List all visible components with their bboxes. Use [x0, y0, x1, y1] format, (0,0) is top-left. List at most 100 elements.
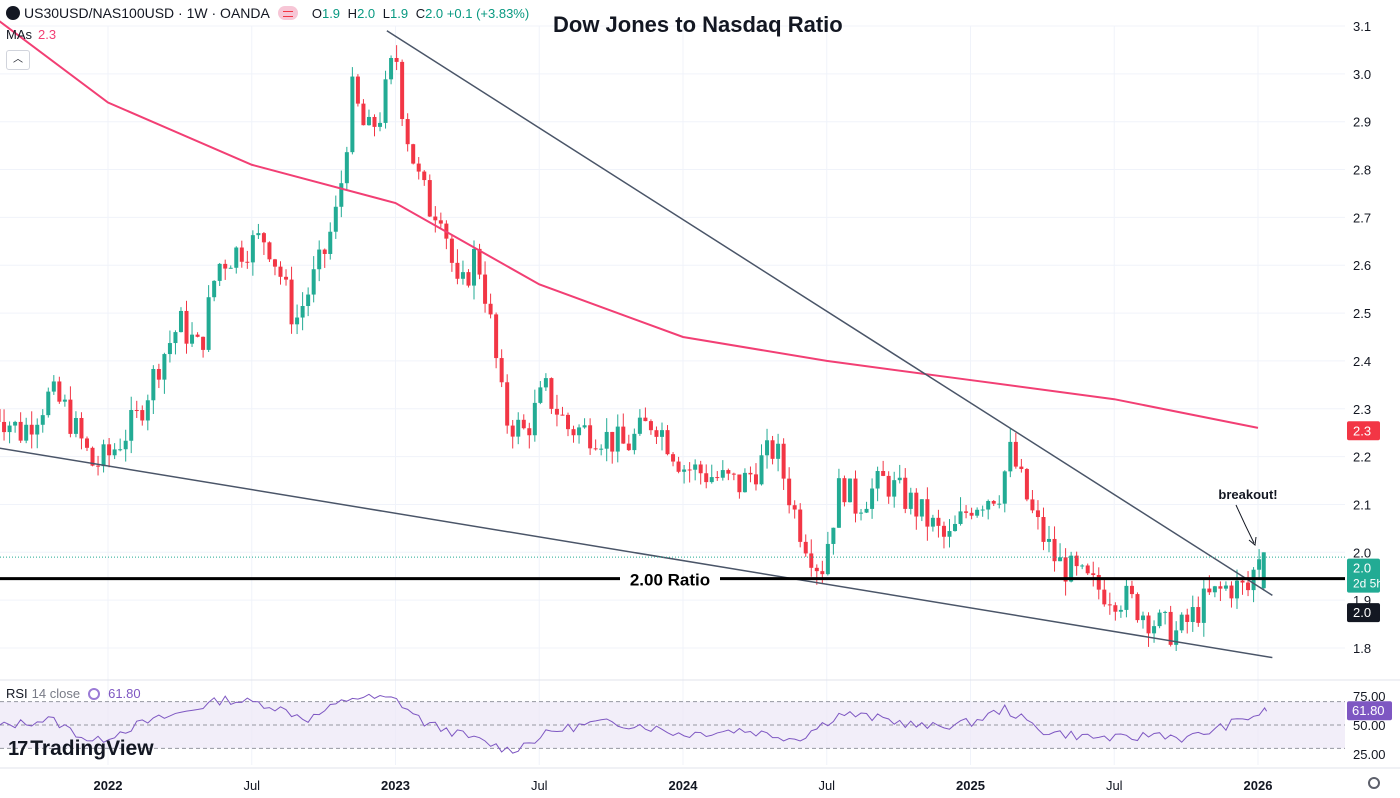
candle-body — [770, 440, 775, 459]
price-tick-label: 3.0 — [1353, 67, 1371, 82]
candle-body — [344, 152, 349, 184]
price-axis-label: 2.0 — [1353, 605, 1371, 620]
rsi-tick-label: 50.00 — [1353, 718, 1386, 733]
candle-body — [1141, 615, 1145, 621]
candle-body — [1190, 607, 1195, 622]
candle-body — [378, 122, 383, 127]
candle-body — [1129, 585, 1134, 595]
candle-body — [438, 220, 443, 224]
candle-body — [1024, 469, 1029, 500]
candle-body — [798, 509, 803, 542]
symbol-name[interactable]: US30USD/NAS100USD · 1W · OANDA — [24, 5, 270, 21]
candle-body — [621, 426, 626, 444]
breakout-arrow — [1235, 504, 1255, 544]
candle-body — [864, 508, 869, 513]
candle-body — [245, 261, 250, 263]
candle-body — [936, 517, 941, 526]
rsi-axis-label: 61.80 — [1352, 703, 1385, 718]
price-tick-label: 2.0 — [1353, 545, 1371, 560]
rsi-line — [0, 693, 1268, 754]
candle-body — [173, 332, 178, 344]
candle-body — [361, 103, 366, 126]
candle-body — [1212, 586, 1217, 593]
candle-body — [433, 216, 438, 221]
candle-body — [671, 454, 676, 462]
candle-body — [588, 425, 593, 449]
candle-body — [903, 477, 908, 509]
candle-body — [593, 448, 598, 450]
grid — [0, 25, 1400, 769]
candle-body — [350, 76, 355, 153]
price-tick-label: 2.3 — [1353, 402, 1371, 417]
candle-body — [51, 381, 56, 392]
candle-body — [212, 280, 217, 298]
candle-body — [1002, 471, 1007, 504]
candle-body — [234, 247, 239, 268]
candle-body — [1019, 466, 1024, 470]
candle-body — [1168, 611, 1173, 645]
candle-body — [1207, 588, 1212, 593]
candle-body — [460, 272, 465, 279]
candle-body — [1008, 441, 1013, 472]
candle-body — [13, 421, 18, 426]
candle-body — [1218, 586, 1223, 589]
rsi-settings-icon[interactable] — [88, 687, 101, 700]
candle-body — [803, 541, 808, 554]
candle-body — [0, 409, 1, 422]
candle-body — [682, 469, 687, 472]
candle-body — [914, 492, 919, 517]
candle-body — [300, 306, 305, 318]
rsi-pane — [0, 693, 1345, 754]
logo-text: TradingView — [30, 737, 154, 760]
candle-body — [538, 387, 543, 403]
price-tick-label: 2.7 — [1353, 210, 1371, 225]
candle-body — [510, 425, 515, 437]
candle-body — [1201, 588, 1206, 623]
settings-gear-icon[interactable] — [1368, 777, 1380, 789]
candle-body — [400, 61, 405, 120]
candle-body — [355, 76, 360, 104]
candle-body — [859, 512, 864, 514]
candle-body — [1069, 555, 1074, 582]
candle-body — [742, 472, 747, 493]
candle-body — [1035, 510, 1040, 518]
candle-body — [449, 238, 454, 263]
compare-icon[interactable] — [277, 6, 298, 20]
candle-body — [853, 478, 858, 514]
candle-body — [123, 440, 128, 450]
ma-legend[interactable]: MAs 2.3 — [6, 27, 56, 42]
candle-body — [698, 464, 703, 474]
candle-body — [527, 428, 532, 436]
moving-average-line — [0, 20, 1259, 429]
candle-body — [1240, 580, 1245, 583]
candle-body — [975, 509, 980, 516]
candle-body — [1107, 604, 1112, 606]
rsi-legend[interactable]: RSI 14 close 61.80 — [6, 686, 141, 701]
candle-body — [925, 499, 930, 527]
candle-body — [79, 417, 84, 439]
candle-body — [947, 531, 952, 537]
candle-body — [107, 444, 112, 456]
candle-body — [416, 163, 421, 172]
candle-body — [1052, 538, 1057, 562]
tradingview-logo[interactable]: 17 TradingView — [8, 737, 154, 761]
axes: 3.13.02.92.82.72.62.52.42.32.22.12.01.91… — [94, 19, 1386, 793]
chart-title: Dow Jones to Nasdaq Ratio — [553, 12, 843, 37]
candle-body — [167, 343, 172, 355]
candle-body — [549, 378, 554, 409]
candle-body — [731, 473, 736, 475]
candle-body — [604, 431, 609, 449]
candle-body — [991, 500, 996, 504]
rsi-tick-label: 75.00 — [1353, 689, 1386, 704]
candle-body — [278, 266, 283, 277]
candle-body — [715, 477, 720, 479]
candle-body — [881, 471, 886, 476]
candle-body — [825, 543, 830, 575]
time-tick-label: 2025 — [956, 778, 985, 793]
candle-body — [505, 382, 510, 426]
collapse-legend-button[interactable]: ︿ — [6, 50, 30, 70]
candle-body — [709, 477, 714, 483]
candle-body — [792, 505, 797, 510]
